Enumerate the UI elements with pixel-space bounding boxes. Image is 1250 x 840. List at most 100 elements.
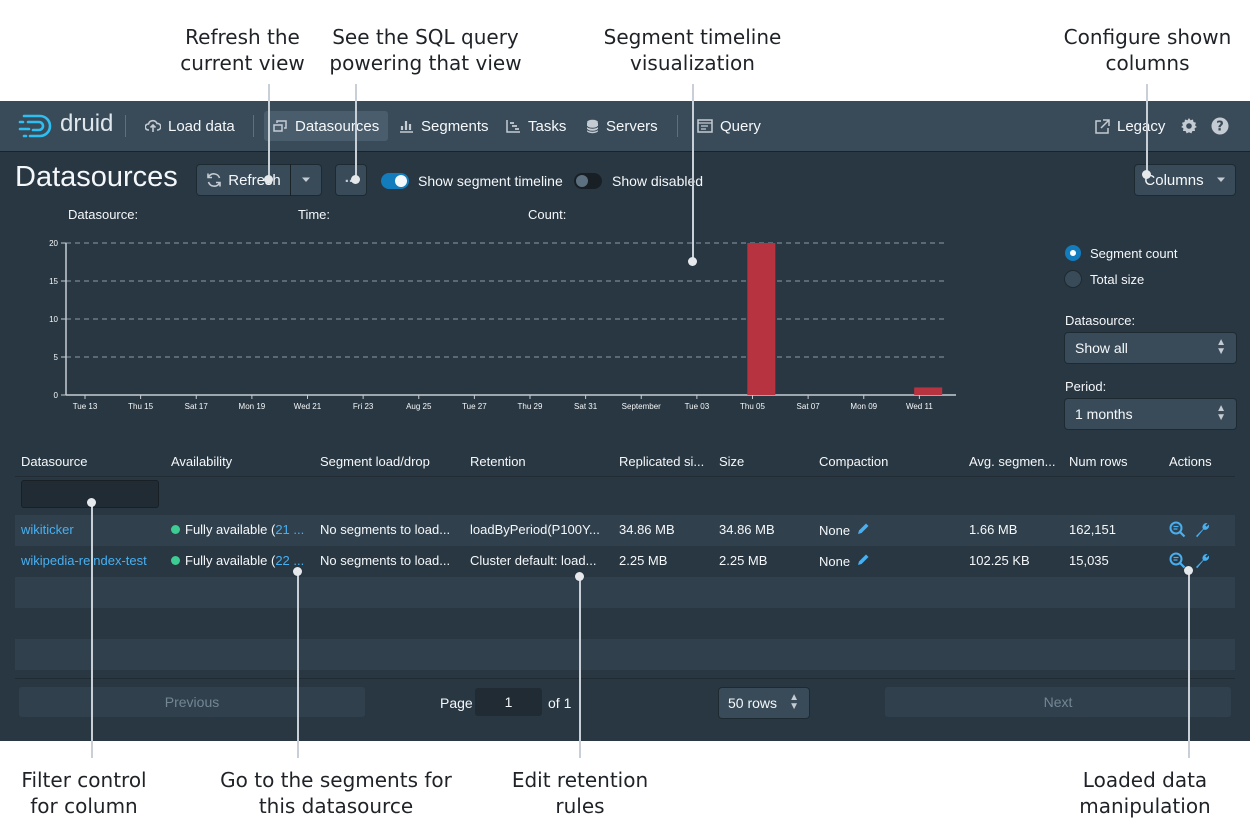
- y-tick-label: 15: [49, 277, 58, 286]
- search-template-icon[interactable]: [1169, 521, 1186, 538]
- rows-per-page-select[interactable]: 50 rows ▲ ▼: [719, 688, 809, 718]
- column-header[interactable]: Num rows: [1069, 454, 1128, 469]
- y-tick-label: 20: [49, 239, 58, 248]
- nav-legacy[interactable]: Legacy: [1086, 111, 1174, 141]
- leader-line: [1188, 572, 1190, 758]
- show-disabled-toggle[interactable]: [574, 173, 602, 189]
- actions-cell: [1169, 552, 1229, 572]
- x-tick-label: Mon 09: [850, 402, 877, 411]
- columns-button[interactable]: Columns: [1135, 165, 1235, 195]
- nav-segments[interactable]: Segments: [390, 111, 498, 141]
- page-label: Page: [440, 695, 473, 711]
- empty-row: [15, 577, 1235, 608]
- leader-dot: [351, 175, 360, 184]
- size-cell: 2.25 MB: [719, 553, 768, 568]
- page-number-input[interactable]: 1: [475, 688, 542, 716]
- filter-row: [15, 476, 1235, 512]
- edit-icon[interactable]: [857, 553, 870, 566]
- column-header[interactable]: Retention: [470, 454, 526, 469]
- database-icon: [586, 119, 599, 134]
- callout-actions: Loaded data manipulation: [1079, 768, 1211, 818]
- compaction-cell[interactable]: None: [819, 553, 959, 569]
- nav-divider: [677, 115, 678, 137]
- column-header[interactable]: Actions: [1169, 454, 1212, 469]
- column-header[interactable]: Size: [719, 454, 745, 469]
- x-tick-label: Wed 21: [294, 402, 322, 411]
- page-title: Datasources: [15, 161, 178, 193]
- nav-tasks-label: Tasks: [528, 117, 567, 135]
- segments-link[interactable]: 21 ...: [275, 522, 305, 537]
- nav-servers[interactable]: Servers: [577, 111, 667, 141]
- callout-timeline: Segment timeline visualization: [603, 25, 782, 75]
- nav-load-data[interactable]: Load data: [136, 111, 244, 141]
- timeline-bar: [747, 243, 776, 395]
- availability-cell: Fully available (22 ...: [171, 553, 311, 568]
- help-icon[interactable]: ?: [1211, 117, 1229, 135]
- leader-dot: [264, 175, 273, 184]
- nav-query[interactable]: Query: [688, 111, 770, 141]
- column-header[interactable]: Avg. segmen...: [969, 454, 1056, 469]
- wrench-icon[interactable]: [1194, 552, 1211, 569]
- show-segment-timeline-toggle[interactable]: [381, 173, 409, 189]
- show-segment-timeline-label: Show segment timeline: [418, 173, 563, 189]
- previous-button[interactable]: Previous: [19, 687, 365, 717]
- datasource-select[interactable]: Show all ▲ ▼: [1065, 333, 1236, 363]
- callout-columns: Configure shown columns: [1063, 25, 1232, 75]
- compaction-cell[interactable]: None: [819, 522, 959, 538]
- datasource-link[interactable]: wikipedia-reindex-test: [21, 553, 147, 568]
- nav-tasks[interactable]: Tasks: [497, 111, 575, 141]
- datasource-link[interactable]: wikiticker: [21, 522, 74, 537]
- leader-line: [297, 572, 299, 758]
- avg-segment-size-cell: 102.25 KB: [969, 553, 1030, 568]
- retention-cell[interactable]: loadByPeriod(P100Y...: [470, 522, 600, 537]
- x-tick-label: Thu 15: [128, 402, 153, 411]
- avg-segment-size-cell: 1.66 MB: [969, 522, 1018, 537]
- x-tick-label: Sat 07: [797, 402, 821, 411]
- leader-line: [579, 577, 581, 758]
- timeline-bar: [914, 387, 943, 395]
- leader-line: [692, 84, 694, 262]
- edit-icon[interactable]: [857, 522, 870, 535]
- column-header[interactable]: Segment load/drop: [320, 454, 430, 469]
- num-rows-cell: 15,035: [1069, 553, 1109, 568]
- load-drop-cell: No segments to load...: [320, 522, 451, 537]
- x-tick-label: Aug 25: [406, 402, 432, 411]
- nav-load-data-label: Load data: [168, 117, 235, 135]
- segment-timeline-chart[interactable]: 0 5 10 15 20 Tue 13 Thu 15 Sat 17 Mon 19 Wed 21 Fr…: [0, 231, 1050, 446]
- period-select-label: Period:: [1065, 379, 1107, 394]
- column-header[interactable]: Replicated si...: [619, 454, 705, 469]
- nav-datasources[interactable]: Datasources: [264, 111, 389, 141]
- leader-line: [1146, 84, 1148, 175]
- segments-link[interactable]: 22 ...: [275, 553, 305, 568]
- druid-logo-icon[interactable]: [18, 113, 56, 139]
- total-size-radio[interactable]: [1065, 271, 1081, 287]
- multi-select-icon: [273, 119, 288, 133]
- num-rows-cell: 162,151: [1069, 522, 1116, 537]
- timeline-info-datasource: Datasource:: [68, 207, 139, 222]
- next-button[interactable]: Next: [885, 687, 1231, 717]
- nav-divider: [125, 115, 126, 137]
- empty-row: [15, 608, 1235, 639]
- x-tick-label: Sat 17: [185, 402, 209, 411]
- period-select[interactable]: 1 months ▲ ▼: [1065, 399, 1236, 429]
- retention-cell[interactable]: Cluster default: load...: [470, 553, 597, 568]
- column-header[interactable]: Compaction: [819, 454, 889, 469]
- column-header[interactable]: Datasource: [21, 454, 88, 469]
- cog-icon[interactable]: [1180, 117, 1198, 135]
- status-green-dot: [171, 525, 180, 534]
- segment-count-radio[interactable]: [1065, 245, 1081, 261]
- wrench-icon[interactable]: [1194, 521, 1211, 538]
- refresh-button[interactable]: Refresh: [197, 165, 290, 195]
- availability-cell: Fully available (21 ...: [171, 522, 311, 537]
- svg-text:?: ?: [1216, 120, 1224, 135]
- leader-dot: [293, 567, 302, 576]
- x-tick-label: Wed 11: [906, 402, 933, 411]
- replicated-size-cell: 2.25 MB: [619, 553, 668, 568]
- refresh-options-button[interactable]: [291, 165, 321, 195]
- column-header[interactable]: Availability: [171, 454, 233, 469]
- application-icon: [697, 119, 713, 133]
- x-tick-label: Sat 31: [574, 402, 598, 411]
- search-template-icon[interactable]: [1169, 552, 1186, 569]
- table-row: wikipedia-reindex-test Fully available (…: [15, 546, 1235, 577]
- callout-refresh: Refresh the current view: [180, 25, 305, 75]
